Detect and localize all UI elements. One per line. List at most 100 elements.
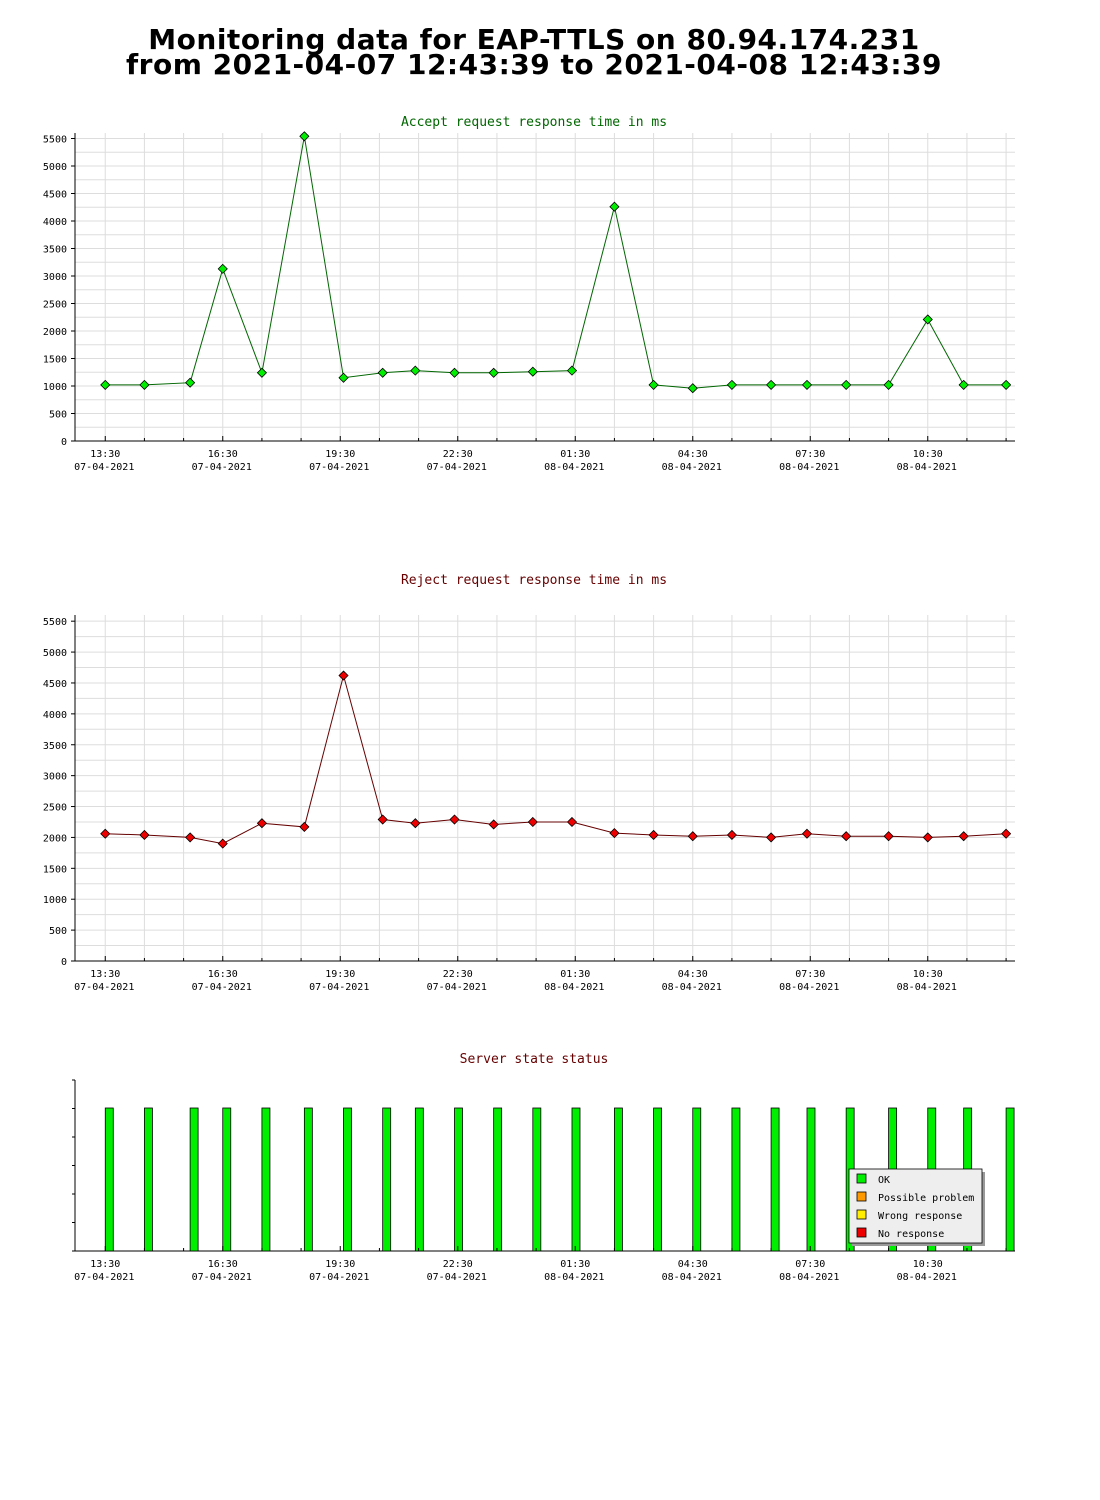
accept-chart-data-point xyxy=(527,366,538,377)
reject-chart-data-point xyxy=(217,838,228,849)
x-tick-label-date: 07-04-2021 xyxy=(74,982,134,993)
status-bar xyxy=(806,1107,816,1252)
status-bar xyxy=(189,1107,199,1252)
x-tick-label-time: 22:30 xyxy=(443,1259,473,1270)
x-tick-label-time: 16:30 xyxy=(208,1259,238,1270)
y-tick-label: 5500 xyxy=(43,617,67,628)
x-tick-label-date: 08-04-2021 xyxy=(544,982,604,993)
reject-chart-series-line xyxy=(105,673,1007,845)
x-tick-label-time: 10:30 xyxy=(913,969,943,980)
y-tick-label: 1500 xyxy=(43,355,67,366)
page-title-line-2: from 2021-04-07 12:43:39 to 2021-04-08 1… xyxy=(125,48,943,81)
reject-chart-data-point xyxy=(449,814,460,825)
reject-chart-data-point xyxy=(766,832,777,843)
reject-chart-data-point xyxy=(100,828,111,839)
legend-swatch xyxy=(856,1227,867,1238)
status-bar xyxy=(222,1107,232,1252)
legend-label: Possible problem xyxy=(878,1193,974,1204)
x-tick-label-time: 19:30 xyxy=(325,449,355,460)
y-tick-label: 5000 xyxy=(43,162,67,173)
reject-chart-data-point xyxy=(256,818,267,829)
reject-chart-data-point xyxy=(338,670,349,681)
x-tick-label-date: 08-04-2021 xyxy=(897,462,957,473)
legend-label: OK xyxy=(878,1175,890,1186)
x-tick-label-date: 07-04-2021 xyxy=(309,462,369,473)
accept-chart-data-point xyxy=(185,377,196,388)
y-tick-label: 1500 xyxy=(43,864,67,875)
x-tick-label-time: 01:30 xyxy=(560,969,590,980)
reject-chart-data-point xyxy=(801,828,813,839)
accept-chart-series-line xyxy=(105,136,1007,389)
y-tick-label: 1000 xyxy=(43,895,67,906)
y-tick-label: 2500 xyxy=(43,300,67,311)
x-tick-label-time: 13:30 xyxy=(90,1259,120,1270)
reject-chart-data-point xyxy=(139,829,150,841)
x-tick-label-time: 10:30 xyxy=(913,449,943,460)
status-bar xyxy=(104,1107,114,1252)
page-title-line-1: Monitoring data for EAP-TTLS on 80.94.17… xyxy=(148,23,920,56)
y-tick-label: 4500 xyxy=(43,679,67,690)
x-tick-label-date: 07-04-2021 xyxy=(309,982,369,993)
status-bar xyxy=(653,1107,662,1252)
x-tick-label-time: 04:30 xyxy=(678,449,708,460)
legend-swatch xyxy=(856,1191,867,1202)
x-tick-label-time: 07:30 xyxy=(795,1259,825,1270)
reject-chart-data-point xyxy=(1001,828,1012,839)
accept-chart-data-point xyxy=(449,367,460,378)
y-tick-label: 3500 xyxy=(43,245,67,256)
x-tick-label-time: 22:30 xyxy=(443,969,473,980)
y-tick-label: 0 xyxy=(61,437,67,448)
x-tick-label-date: 08-04-2021 xyxy=(779,982,839,993)
y-tick-label: 5000 xyxy=(43,648,67,659)
x-tick-label-time: 16:30 xyxy=(208,449,238,460)
x-tick-label-time: 16:30 xyxy=(208,969,238,980)
reject-chart-data-point xyxy=(958,831,969,842)
x-tick-label-date: 08-04-2021 xyxy=(779,1272,839,1283)
reject-chart-data-point xyxy=(410,818,421,829)
x-tick-label-time: 13:30 xyxy=(90,449,120,460)
x-tick-label-date: 07-04-2021 xyxy=(192,1272,252,1283)
accept-chart-data-point xyxy=(566,365,578,376)
x-tick-label-time: 01:30 xyxy=(560,449,590,460)
x-tick-label-time: 01:30 xyxy=(560,1259,590,1270)
reject-chart-data-point xyxy=(377,814,388,825)
reject-chart-data-point xyxy=(609,828,620,839)
x-tick-label-date: 07-04-2021 xyxy=(192,462,252,473)
x-tick-label-date: 07-04-2021 xyxy=(427,1272,487,1283)
reject-chart-data-point xyxy=(299,821,310,832)
accept-chart-data-point xyxy=(100,379,111,390)
y-tick-label: 2500 xyxy=(43,803,67,814)
accept-chart-data-point xyxy=(256,367,267,378)
x-tick-label-date: 07-04-2021 xyxy=(74,1272,134,1283)
accept-chart-data-point xyxy=(338,372,349,383)
x-tick-label-time: 19:30 xyxy=(325,1259,355,1270)
legend-label: No response xyxy=(878,1229,944,1240)
reject-chart-title: Reject request response time in ms xyxy=(401,573,667,588)
reject-chart-data-point xyxy=(566,816,578,828)
x-tick-label-date: 08-04-2021 xyxy=(662,1272,722,1283)
y-tick-label: 5500 xyxy=(43,135,67,146)
legend-label: Wrong response xyxy=(878,1211,962,1222)
x-tick-label-time: 07:30 xyxy=(795,449,825,460)
x-tick-label-time: 04:30 xyxy=(678,1259,708,1270)
accept-chart-data-point xyxy=(766,379,777,390)
status-chart-title: Server state status xyxy=(460,1052,609,1067)
accept-chart-data-point xyxy=(841,379,852,390)
reject-chart-data-point xyxy=(687,831,698,842)
y-tick-label: 1000 xyxy=(43,382,67,393)
x-tick-label-date: 07-04-2021 xyxy=(192,982,252,993)
status-bar xyxy=(1005,1107,1015,1252)
status-bar xyxy=(144,1107,153,1252)
y-tick-label: 3000 xyxy=(43,772,67,783)
reject-chart-data-point xyxy=(883,831,894,842)
x-tick-label-date: 07-04-2021 xyxy=(309,1272,369,1283)
status-bar xyxy=(532,1107,542,1252)
status-bar xyxy=(414,1107,424,1252)
x-tick-label-time: 13:30 xyxy=(90,969,120,980)
y-tick-label: 0 xyxy=(61,957,67,968)
status-bar xyxy=(382,1107,392,1252)
y-tick-label: 4000 xyxy=(43,217,67,228)
x-tick-label-date: 08-04-2021 xyxy=(897,1272,957,1283)
accept-chart-data-point xyxy=(217,263,228,274)
